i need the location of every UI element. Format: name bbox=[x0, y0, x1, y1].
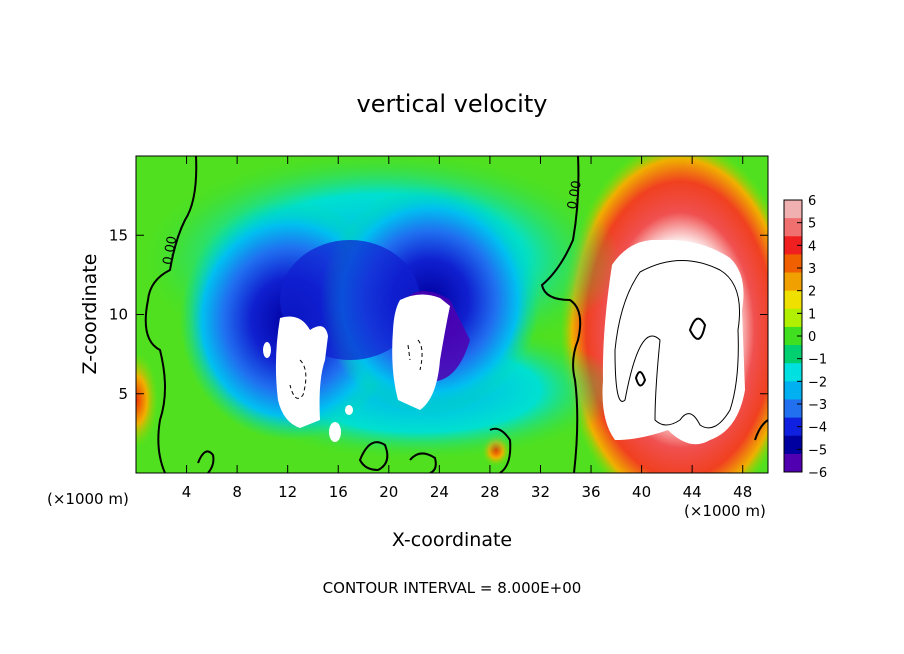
x-tick-label: 44 bbox=[683, 483, 702, 501]
x-tick-label: 12 bbox=[278, 483, 297, 501]
saturated-spot-b bbox=[263, 342, 271, 358]
dashed-contour-center bbox=[407, 339, 423, 371]
zero-contour-right bbox=[540, 156, 582, 473]
y-axis-label: Z-coordinate bbox=[79, 254, 101, 375]
contour-loop-right-a bbox=[688, 317, 707, 340]
contour-label: 0.00 bbox=[565, 179, 585, 210]
contour-inner-right bbox=[614, 260, 741, 429]
colorbar-band bbox=[784, 326, 802, 346]
colorbar-band bbox=[784, 236, 802, 255]
x-tick-label: 28 bbox=[480, 483, 499, 501]
y-axis-ticks: 5 10 15 bbox=[109, 226, 768, 403]
colorbar-band bbox=[784, 290, 802, 310]
colorbar bbox=[784, 200, 802, 473]
colorbar-tick-label: −4 bbox=[808, 421, 827, 436]
x-units-left: (×1000 m) bbox=[47, 490, 129, 508]
colorbar-tick-label: 5 bbox=[808, 217, 816, 232]
contour-right-edge bbox=[754, 419, 768, 441]
dashed-contour-left bbox=[289, 359, 307, 399]
colorbar-band bbox=[784, 417, 802, 437]
colorbar-tick-label: −2 bbox=[808, 375, 827, 390]
x-tick-label: 32 bbox=[531, 483, 550, 501]
saturated-cell-left bbox=[275, 316, 328, 428]
colorbar-band bbox=[784, 218, 802, 237]
colorbar-tick-label: −6 bbox=[808, 466, 827, 481]
colorbar-band bbox=[784, 308, 802, 328]
contour-ring-b bbox=[489, 427, 512, 473]
saturated-spot-a bbox=[329, 422, 341, 442]
colorbar-tick-label: −5 bbox=[808, 443, 827, 458]
contour-interval-note: CONTOUR INTERVAL = 8.000E+00 bbox=[323, 579, 582, 597]
saturated-core-right bbox=[602, 239, 745, 445]
colorbar-band bbox=[784, 200, 802, 219]
colorbar-band bbox=[784, 381, 802, 400]
heatmap-field bbox=[136, 156, 768, 473]
colorbar-band bbox=[784, 363, 802, 382]
colorbar-band bbox=[784, 435, 802, 455]
colorbar-tick-label: 1 bbox=[808, 307, 816, 322]
x-tick-label: 24 bbox=[430, 483, 449, 501]
colorbar-band bbox=[784, 272, 802, 292]
contour-ring-d bbox=[197, 450, 215, 473]
x-units-right: (×1000 m) bbox=[684, 502, 766, 520]
contour-ring-c bbox=[409, 452, 437, 473]
zero-contour-left bbox=[144, 156, 198, 473]
chart-title: vertical velocity bbox=[357, 90, 548, 118]
x-axis-ticks: 4 8 12 16 20 24 28 32 36 40 44 48 bbox=[182, 156, 752, 501]
saturated-spot-c bbox=[345, 405, 353, 415]
colorbar-tick-label: 6 bbox=[808, 194, 816, 209]
colorbar-band bbox=[784, 453, 802, 473]
contour-label: 0.00 bbox=[161, 235, 181, 266]
contour-labels: 0.00 0.00 bbox=[161, 179, 585, 266]
colorbar-tick-label: −3 bbox=[808, 398, 827, 413]
y-tick-label: 10 bbox=[109, 306, 128, 324]
x-tick-label: 20 bbox=[379, 483, 398, 501]
x-tick-label: 8 bbox=[232, 483, 242, 501]
colorbar-tick-label: 4 bbox=[808, 239, 816, 254]
x-tick-label: 36 bbox=[581, 483, 600, 501]
colorbar-tick-label: −1 bbox=[808, 353, 827, 368]
colorbar-tick-label: 3 bbox=[808, 262, 816, 277]
y-tick-label: 5 bbox=[118, 385, 128, 403]
y-tick-label: 15 bbox=[109, 226, 128, 244]
colorbar-band bbox=[784, 254, 802, 274]
x-tick-label: 48 bbox=[733, 483, 752, 501]
contour-ring-a bbox=[358, 441, 389, 472]
contour-lines bbox=[144, 156, 768, 473]
saturated-cell-center bbox=[392, 294, 450, 410]
colorbar-tick-label: 2 bbox=[808, 285, 816, 300]
x-tick-label: 40 bbox=[632, 483, 651, 501]
warm-cell-left-edge bbox=[136, 352, 158, 448]
x-tick-label: 16 bbox=[329, 483, 348, 501]
colorbar-tick-label: 0 bbox=[808, 330, 816, 345]
x-tick-label: 4 bbox=[182, 483, 192, 501]
contour-loop-right-b bbox=[634, 371, 647, 387]
colorbar-ticks: 6 5 4 3 2 1 0 −1 −2 −3 −4 −5 −6 bbox=[797, 194, 827, 481]
colorbar-band bbox=[784, 399, 802, 419]
x-axis-label: X-coordinate bbox=[392, 529, 512, 551]
colorbar-band bbox=[784, 345, 802, 364]
